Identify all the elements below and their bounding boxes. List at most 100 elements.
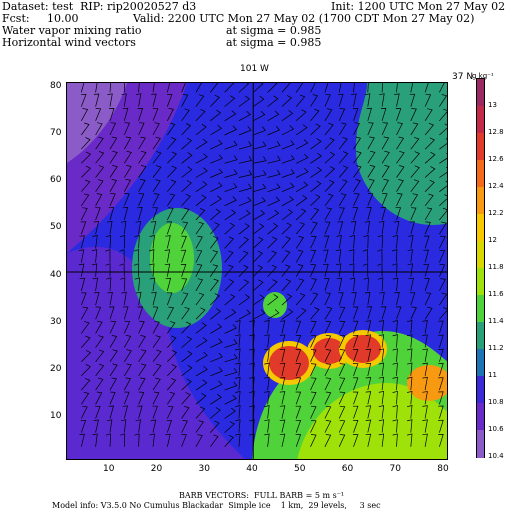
wind-barb [238, 141, 252, 150]
wind-barb [80, 292, 87, 306]
wind-barb [91, 249, 98, 263]
wind-barb [106, 419, 113, 433]
wind-barb [138, 136, 146, 150]
wind-barb [107, 93, 113, 107]
wind-barb [424, 122, 434, 136]
wind-barb [195, 167, 208, 178]
wind-barb [138, 320, 145, 334]
wind-barb [410, 122, 419, 136]
wind-barb [210, 393, 222, 405]
wind-barb [91, 263, 98, 277]
wind-barb [138, 193, 145, 206]
wind-barb [264, 348, 270, 362]
wind-barb [365, 362, 372, 376]
wind-barb [95, 363, 105, 377]
wind-barb [134, 433, 140, 447]
wind-barb [296, 168, 309, 178]
wind-barb [381, 193, 388, 206]
wind-barb [338, 292, 344, 306]
wind-barb [108, 405, 114, 419]
colorbar-segment [477, 430, 484, 458]
wind-barb [181, 137, 192, 150]
wind-barb [377, 249, 383, 263]
wind-barb [310, 434, 317, 447]
wind-barb [267, 279, 278, 292]
wind-barb [324, 306, 333, 320]
wind-barb [338, 349, 346, 362]
wind-barb [210, 323, 223, 334]
wind-barb [365, 405, 372, 419]
wind-barb [195, 278, 204, 292]
wind-barb [210, 407, 221, 419]
wind-barb [253, 141, 267, 150]
wind-barb [407, 348, 413, 362]
wind-barb [377, 277, 384, 291]
wind-barb [366, 306, 373, 320]
wind-barb [366, 107, 372, 121]
wind-barb [367, 136, 375, 150]
wind-barb [224, 125, 237, 136]
y-tick-label: 80 [50, 80, 62, 91]
barb-note: BARB VECTORS: FULL BARB = 5 m s⁻¹ [179, 491, 345, 500]
wind-barb [167, 165, 177, 178]
wind-barb [407, 390, 413, 405]
wind-barb [366, 207, 372, 221]
wind-barb [235, 362, 241, 376]
wind-barb [123, 83, 126, 93]
wind-barb [310, 83, 316, 93]
wind-barb [224, 407, 236, 419]
wind-barb [195, 153, 208, 164]
wind-barb [224, 183, 238, 193]
wind-barb [152, 349, 162, 363]
wind-barb [377, 263, 383, 277]
wind-barb [324, 377, 332, 391]
wind-barb [396, 150, 405, 164]
wind-barb [267, 95, 279, 107]
wind-barb [195, 194, 207, 207]
wind-barb [378, 334, 385, 348]
wind-barb [439, 152, 447, 164]
wind-barb [224, 381, 238, 391]
wind-barb [106, 220, 113, 235]
wind-barb [267, 83, 278, 93]
wind-barb [181, 350, 193, 363]
wind-barb [381, 150, 390, 164]
wind-barb [310, 264, 317, 277]
wind-barb [296, 181, 309, 193]
wind-barb [439, 249, 446, 263]
wind-barb [166, 405, 174, 419]
wind-barb [410, 136, 420, 150]
wind-barb [122, 405, 128, 419]
wind-barb [210, 338, 223, 348]
wind-barb [195, 108, 206, 122]
wind-barb [105, 433, 111, 447]
wind-barb [352, 349, 359, 362]
wind-barb [238, 126, 252, 136]
field1-level-label: at sigma = 0.985 [226, 24, 322, 37]
wind-barb [396, 165, 405, 178]
wind-barb [235, 433, 241, 447]
wind-barb [310, 363, 317, 377]
wind-barb [324, 221, 331, 235]
wind-barb [352, 306, 359, 320]
wind-barb [364, 93, 371, 107]
wind-barb [367, 193, 374, 206]
wind-barb [379, 93, 385, 107]
wind-barb [238, 223, 250, 235]
wind-barb [378, 376, 385, 391]
wind-barb [392, 419, 398, 433]
wind-barb [378, 348, 385, 362]
wind-barb [167, 349, 177, 363]
wind-barb [267, 125, 281, 136]
wind-barb [296, 153, 309, 164]
field-region-ne [356, 83, 447, 225]
wind-barb [224, 264, 234, 277]
wind-barb [224, 421, 235, 433]
wind-barb [109, 391, 116, 405]
wind-barb [181, 364, 193, 377]
wind-barb [267, 309, 280, 320]
wind-barb [238, 264, 249, 277]
wind-barb [324, 391, 332, 405]
wind-barb [120, 419, 127, 433]
wind-barb [396, 179, 404, 192]
